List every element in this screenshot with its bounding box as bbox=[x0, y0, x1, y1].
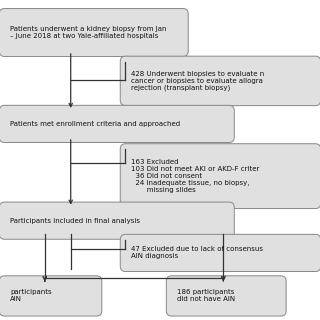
FancyBboxPatch shape bbox=[120, 234, 320, 271]
FancyBboxPatch shape bbox=[120, 144, 320, 209]
FancyBboxPatch shape bbox=[0, 202, 234, 239]
Text: Patients underwent a kidney biopsy from Jan
– June 2018 at two Yale-affiliated h: Patients underwent a kidney biopsy from … bbox=[10, 26, 167, 39]
FancyBboxPatch shape bbox=[120, 56, 320, 106]
Text: Patients met enrollment criteria and approached: Patients met enrollment criteria and app… bbox=[10, 121, 180, 127]
FancyBboxPatch shape bbox=[0, 9, 188, 56]
FancyBboxPatch shape bbox=[166, 276, 286, 316]
Text: participants
AIN: participants AIN bbox=[10, 289, 52, 302]
Text: 428 Underwent biopsies to evaluate n
cancer or biopsies to evaluate allogra
reje: 428 Underwent biopsies to evaluate n can… bbox=[131, 71, 264, 91]
Text: 186 participants
did not have AIN: 186 participants did not have AIN bbox=[177, 289, 236, 302]
FancyBboxPatch shape bbox=[0, 105, 234, 142]
Text: Participants included in final analysis: Participants included in final analysis bbox=[10, 218, 140, 224]
Text: 163 Excluded
103 Did not meet AKI or AKD-F criter
  36 Did not consent
  24 Inad: 163 Excluded 103 Did not meet AKI or AKD… bbox=[131, 159, 260, 193]
Text: 47 Excluded due to lack of consensus
AIN diagnosis: 47 Excluded due to lack of consensus AIN… bbox=[131, 246, 263, 260]
FancyBboxPatch shape bbox=[0, 276, 102, 316]
